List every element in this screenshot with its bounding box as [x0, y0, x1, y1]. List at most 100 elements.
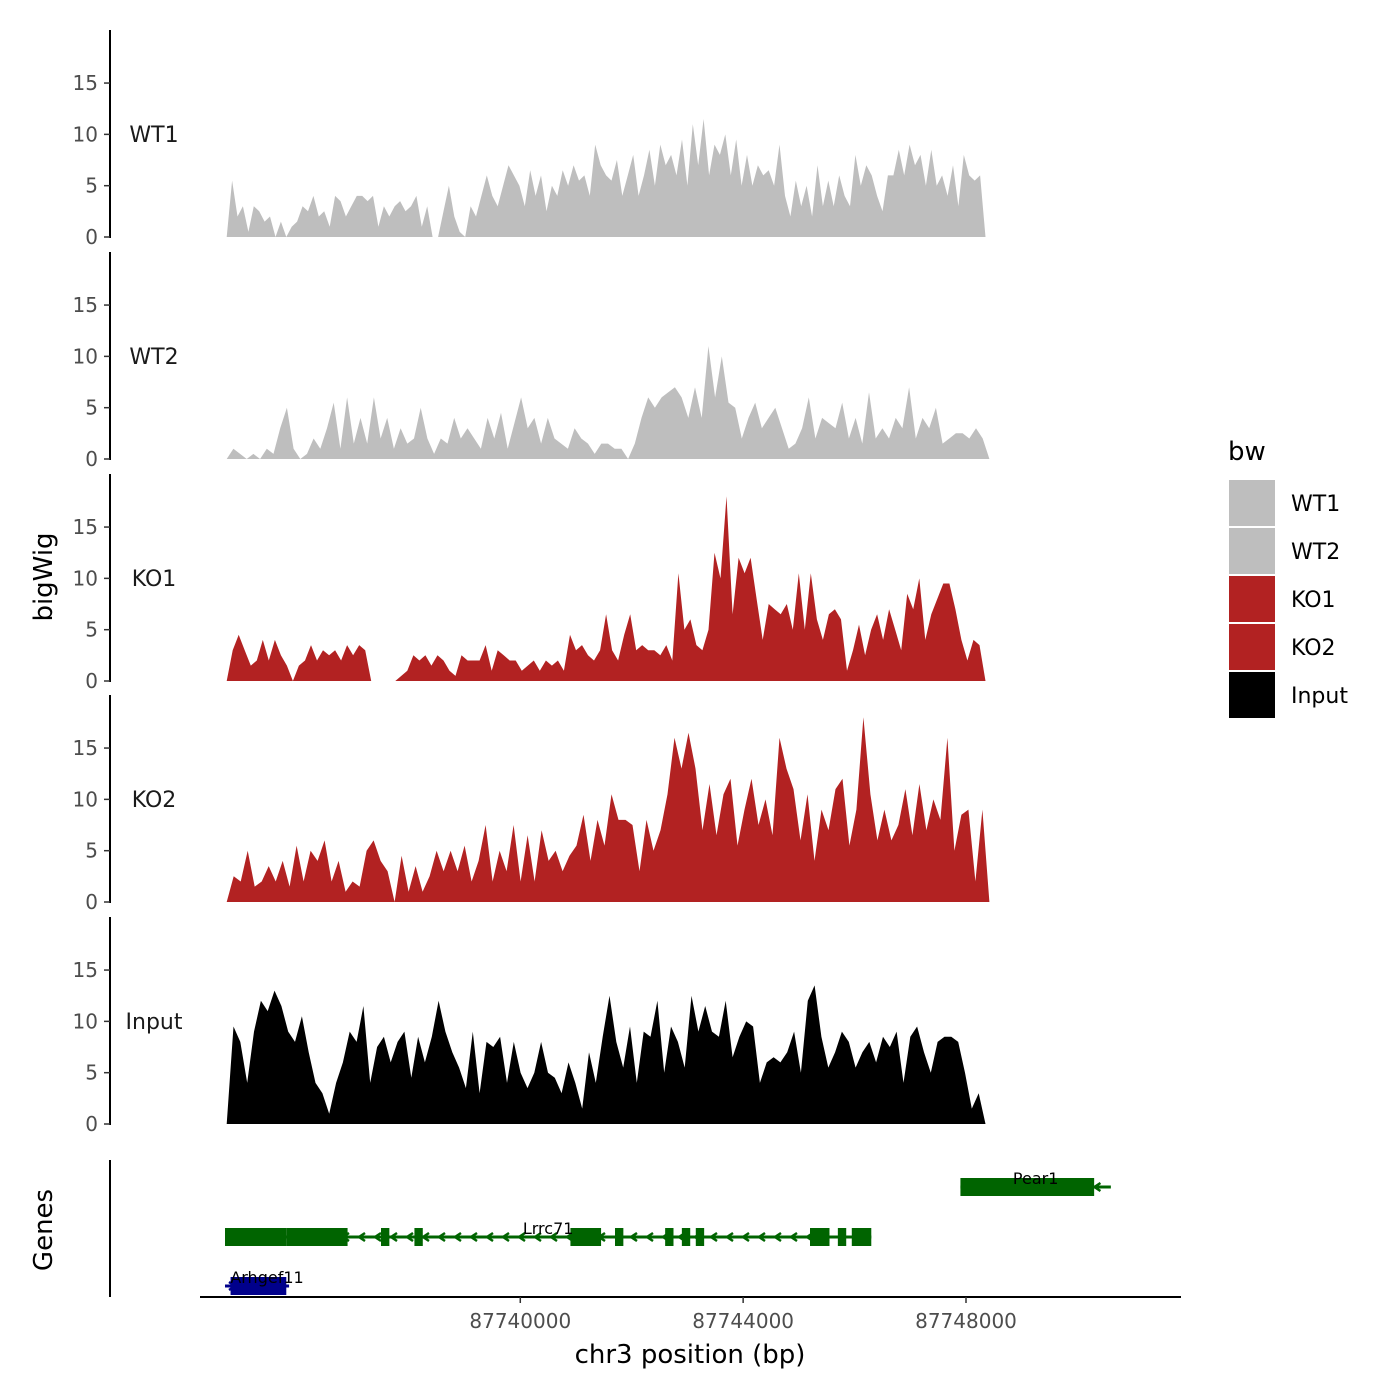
strand-arrow: [436, 1231, 446, 1243]
strand-arrow: [452, 1231, 462, 1243]
y-tick-label: 5: [85, 174, 98, 198]
y-tick-label: 0: [85, 669, 98, 693]
y-axis-title: bigWig: [29, 532, 59, 621]
genes-panel: Pear1 Lrrc71 Arhgef11: [109, 1160, 1111, 1297]
x-tick-label: 87744000: [692, 1309, 794, 1333]
exon: [837, 1228, 847, 1246]
y-tick-label: 0: [85, 1112, 98, 1136]
y-tick-label: 15: [73, 515, 98, 539]
gene-arhgef11: Arhgef11: [225, 1268, 304, 1295]
strand-arrow: [1092, 1181, 1102, 1193]
y-tick-label: 15: [73, 71, 98, 95]
tracks-layer: 0 5 10 15 WT1 0 5 10 15 WT2 0 5 10 15 KO1 0 5 10 15 KO2 0 5 10…: [73, 30, 990, 1136]
track-label-wt1: WT1: [129, 123, 178, 148]
area-ko1: [226, 496, 986, 681]
y-tick-label: 5: [85, 1061, 98, 1085]
x-tick-label: 87748000: [915, 1309, 1017, 1333]
track-ko2: 0 5 10 15 KO2: [73, 695, 990, 914]
gene-label: Pear1: [1013, 1169, 1058, 1188]
gene-lrrc71: Lrrc71: [225, 1219, 872, 1246]
y-tick-label: 0: [85, 225, 98, 249]
legend-item-ko2: KO2: [1229, 624, 1336, 670]
exon: [681, 1228, 691, 1246]
legend: bw WT1 WT2 KO1 KO2 Input: [1228, 437, 1348, 718]
exon: [854, 1228, 872, 1246]
strand-arrow: [756, 1231, 766, 1243]
track-label-input: Input: [126, 1010, 183, 1035]
strand-arrow: [708, 1231, 718, 1243]
gene-label: Arhgef11: [230, 1268, 303, 1287]
legend-label: Input: [1291, 684, 1348, 709]
strand-arrow: [420, 1231, 430, 1243]
gene-label: Lrrc71: [523, 1219, 574, 1238]
genes-axis-title: Genes: [29, 1189, 59, 1271]
exon: [286, 1228, 348, 1246]
strand-arrow: [356, 1231, 366, 1243]
y-tick-label: 15: [73, 293, 98, 317]
y-tick-label: 10: [73, 787, 98, 811]
area-wt1: [226, 119, 986, 237]
legend-swatch: [1229, 576, 1275, 622]
y-tick-label: 10: [73, 122, 98, 146]
strand-arrow: [500, 1231, 510, 1243]
exon: [570, 1228, 602, 1246]
y-tick-label: 5: [85, 618, 98, 642]
legend-swatch: [1229, 528, 1275, 574]
y-tick-label: 0: [85, 890, 98, 914]
legend-label: KO1: [1291, 588, 1336, 613]
strand-arrow: [372, 1231, 382, 1243]
strand-arrow: [788, 1231, 798, 1243]
gene-pear1: Pear1: [960, 1169, 1111, 1196]
legend-swatch: [1229, 672, 1275, 718]
track-input: 0 5 10 15 Input: [73, 917, 986, 1136]
exon: [960, 1178, 1095, 1196]
track-label-ko1: KO1: [132, 567, 177, 592]
x-axis-title: chr3 position (bp): [575, 1340, 806, 1370]
y-tick-label: 15: [73, 958, 98, 982]
y-tick-label: 5: [85, 839, 98, 863]
legend-item-wt2: WT2: [1229, 528, 1340, 574]
y-tick-label: 15: [73, 736, 98, 760]
exon: [810, 1228, 830, 1246]
exon: [225, 1228, 287, 1246]
strand-arrow: [548, 1231, 558, 1243]
strand-arrow: [532, 1231, 542, 1243]
area-wt2: [226, 346, 990, 459]
legend-label: WT1: [1291, 492, 1340, 517]
y-tick-label: 10: [73, 1009, 98, 1033]
track-wt1: 0 5 10 15 WT1: [73, 30, 986, 249]
strand-arrow: [628, 1231, 638, 1243]
strand-arrow: [740, 1231, 750, 1243]
track-ko1: 0 5 10 15 KO1: [73, 474, 986, 693]
track-wt2: 0 5 10 15 WT2: [73, 252, 990, 471]
strand-arrow: [516, 1231, 526, 1243]
legend-item-input: Input: [1229, 672, 1348, 718]
legend-label: KO2: [1291, 636, 1336, 661]
strand-arrow: [404, 1231, 414, 1243]
legend-swatch: [1229, 480, 1275, 526]
strand-arrow: [644, 1231, 654, 1243]
legend-label: WT2: [1291, 540, 1340, 565]
x-axis: 87740000 87744000 87748000: [200, 1296, 1181, 1333]
legend-item-ko1: KO1: [1229, 576, 1336, 622]
track-label-ko2: KO2: [132, 788, 177, 813]
y-tick-label: 10: [73, 566, 98, 590]
strand-arrow: [724, 1231, 734, 1243]
x-tick-label: 87740000: [469, 1309, 571, 1333]
area-input: [226, 985, 986, 1124]
strand-arrow: [484, 1231, 494, 1243]
strand-arrow: [468, 1231, 478, 1243]
exon: [695, 1228, 705, 1246]
exon: [230, 1277, 287, 1295]
legend-title: bw: [1228, 437, 1266, 467]
track-label-wt2: WT2: [129, 345, 178, 370]
y-tick-label: 10: [73, 344, 98, 368]
legend-swatch: [1229, 624, 1275, 670]
exon: [381, 1228, 390, 1246]
strand-arrow: [772, 1231, 782, 1243]
legend-item-wt1: WT1: [1229, 480, 1340, 526]
y-tick-label: 0: [85, 447, 98, 471]
strand-arrow: [388, 1231, 398, 1243]
area-ko2: [226, 717, 990, 902]
